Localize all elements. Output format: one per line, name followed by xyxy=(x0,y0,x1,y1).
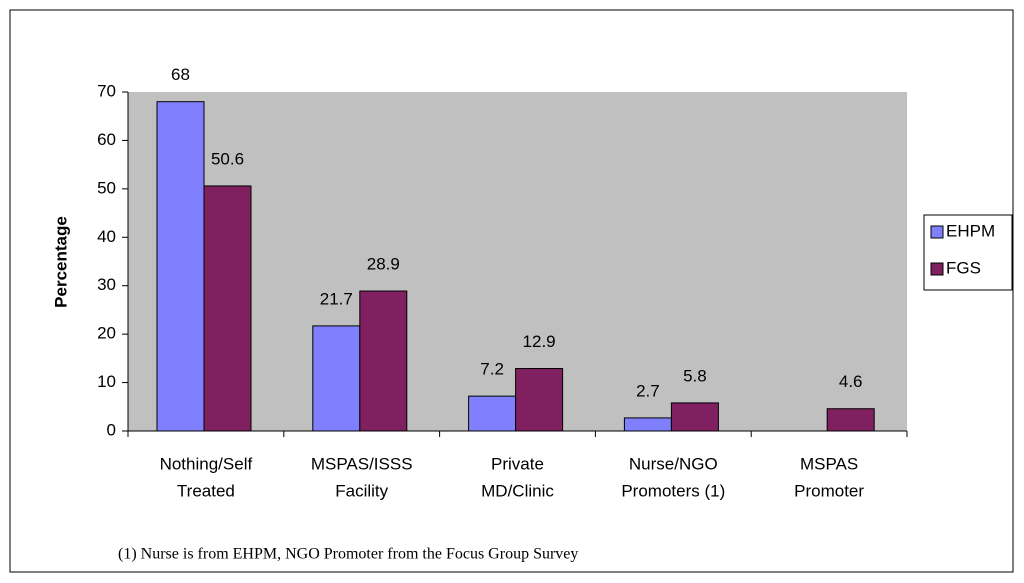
x-tick-label: Nothing/Self xyxy=(160,454,253,473)
legend-label: EHPM xyxy=(946,221,995,240)
x-tick-label: Treated xyxy=(177,481,235,500)
bar xyxy=(515,368,564,432)
bar xyxy=(312,325,361,432)
y-tick-label: 0 xyxy=(107,420,116,439)
x-tick-label: Facility xyxy=(335,481,388,500)
y-tick-label: 30 xyxy=(97,275,116,294)
data-label: 12.9 xyxy=(523,332,556,351)
bar xyxy=(468,395,517,432)
y-tick-label: 50 xyxy=(97,178,116,197)
bar xyxy=(359,290,408,432)
x-tick-label: MD/Clinic xyxy=(481,481,554,500)
data-label: 68 xyxy=(171,65,190,84)
bar xyxy=(670,402,719,432)
data-label: 28.9 xyxy=(367,255,400,274)
data-label: 50.6 xyxy=(211,149,244,168)
data-label: 4.6 xyxy=(839,372,863,391)
y-tick-label: 10 xyxy=(97,372,116,391)
bar xyxy=(826,408,875,432)
x-tick-label: Promoters (1) xyxy=(621,481,725,500)
bar xyxy=(156,101,205,432)
data-label: 5.8 xyxy=(683,366,707,385)
legend-swatch xyxy=(930,225,944,239)
y-axis-label: Percentage xyxy=(51,216,70,308)
y-tick-label: 20 xyxy=(97,324,116,343)
x-tick-label: Promoter xyxy=(794,481,864,500)
x-tick-label: Nurse/NGO xyxy=(629,454,718,473)
y-tick-label: 70 xyxy=(97,81,116,100)
footnote: (1) Nurse is from EHPM, NGO Promoter fro… xyxy=(118,546,578,563)
legend-label: FGS xyxy=(946,258,981,277)
y-tick-label: 40 xyxy=(97,227,116,246)
x-tick-label: MSPAS/ISSS xyxy=(311,454,413,473)
x-tick-label: Private xyxy=(491,454,544,473)
y-tick-label: 60 xyxy=(97,130,116,149)
data-label: 2.7 xyxy=(636,381,660,400)
legend-box xyxy=(923,214,1013,291)
bar xyxy=(623,417,672,432)
x-tick-label: MSPAS xyxy=(800,454,858,473)
legend-swatch xyxy=(930,262,944,276)
data-label: 7.2 xyxy=(480,360,504,379)
data-label: 21.7 xyxy=(320,289,353,308)
bar xyxy=(203,185,252,432)
